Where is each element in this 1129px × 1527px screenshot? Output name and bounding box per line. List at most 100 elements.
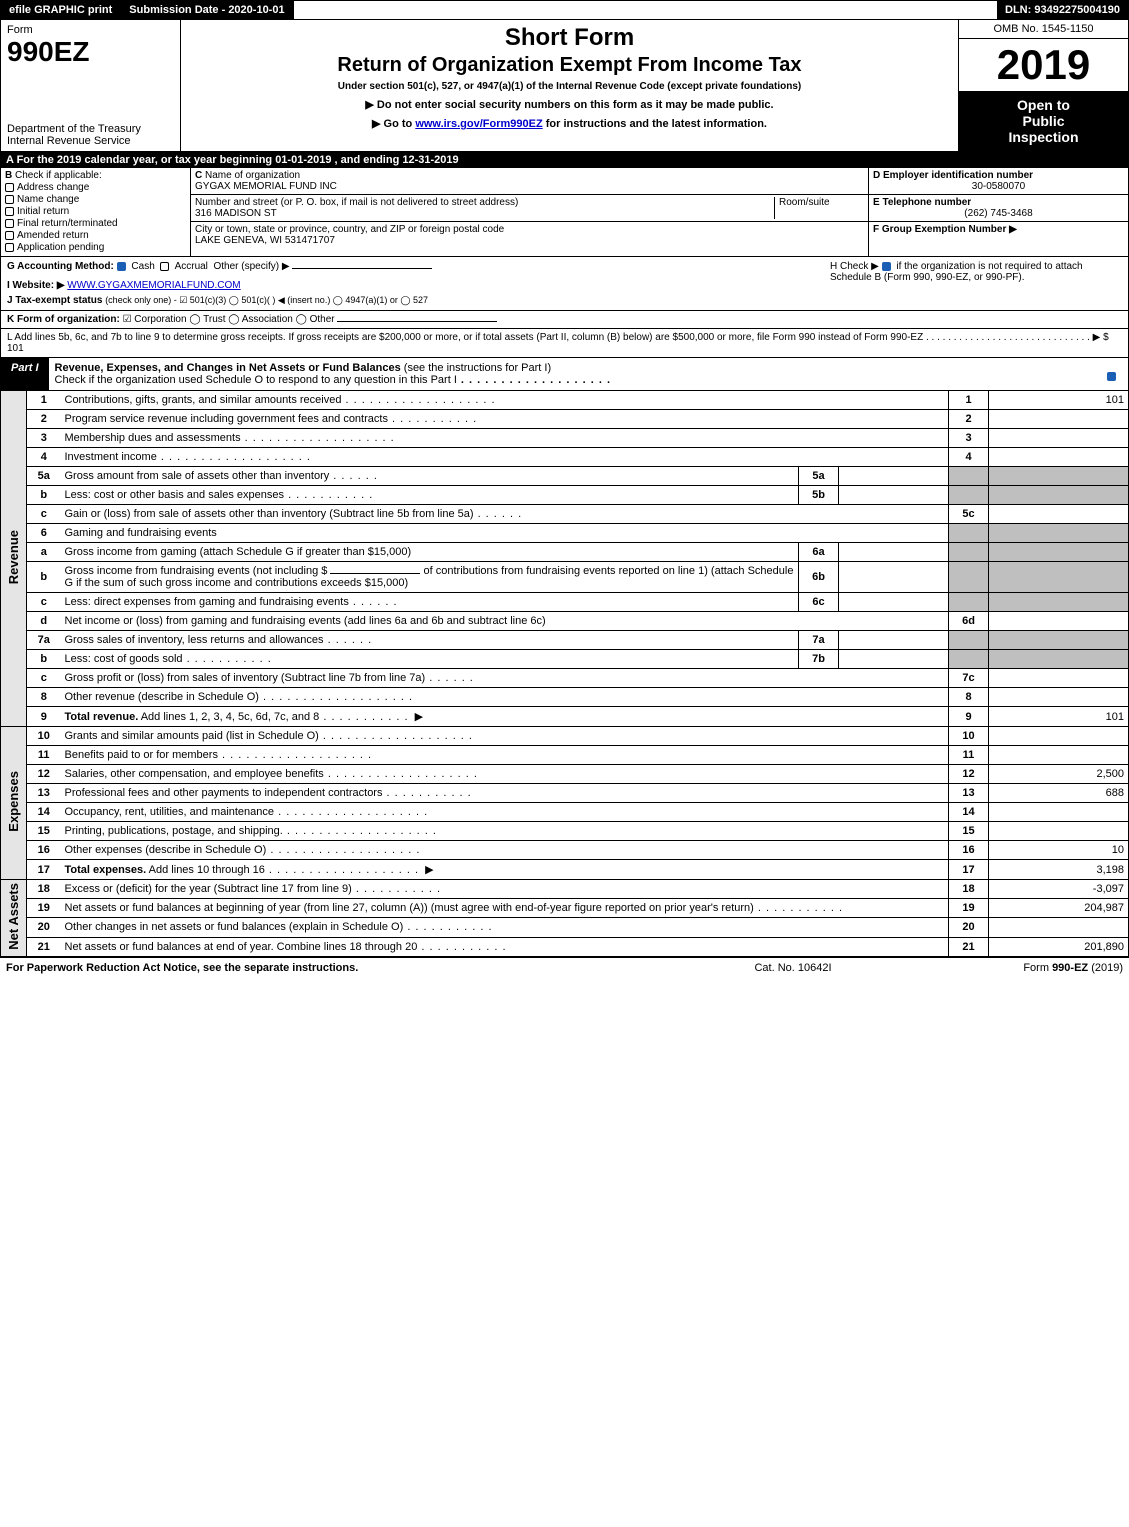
line-11-desc: Benefits paid to or for members — [65, 749, 218, 761]
line-15-col: 15 — [949, 822, 989, 841]
checkbox-final-return[interactable] — [5, 219, 14, 228]
line-14-no: 14 — [27, 803, 61, 822]
line-6d-val — [989, 612, 1129, 631]
ein: 30-0580070 — [873, 181, 1124, 192]
g-cash: Cash — [131, 261, 154, 272]
checkbox-amended-return[interactable] — [5, 231, 14, 240]
line-12-desc: Salaries, other compensation, and employ… — [65, 768, 324, 780]
line-18-val: -3,097 — [989, 880, 1129, 899]
e-label: E Telephone number — [873, 197, 971, 208]
part-1-header: Part I Revenue, Expenses, and Changes in… — [0, 358, 1129, 391]
website-link[interactable]: WWW.GYGAXMEMORIALFUND.COM — [67, 280, 240, 291]
g-label: G Accounting Method: — [7, 261, 114, 272]
expenses-side-label: Expenses — [1, 727, 27, 880]
line-16-val: 10 — [989, 841, 1129, 860]
line-12-col: 12 — [949, 765, 989, 784]
i-label: I Website: ▶ — [7, 280, 65, 291]
line-17-arrow: ▶ — [425, 864, 433, 876]
line-18-col: 18 — [949, 880, 989, 899]
part-1-subtitle: Check if the organization used Schedule … — [55, 374, 457, 386]
checkbox-initial-return[interactable] — [5, 207, 14, 216]
line-6d-desc: Net income or (loss) from gaming and fun… — [61, 612, 949, 631]
line-7a-subval — [839, 631, 949, 650]
checkbox-schedule-b-not-required[interactable] — [882, 262, 891, 271]
line-7a-no: 7a — [27, 631, 61, 650]
short-form-title: Short Form — [187, 24, 952, 52]
line-7b-desc: Less: cost of goods sold — [65, 653, 183, 665]
line-5c-no: c — [27, 505, 61, 524]
line-9-no: 9 — [27, 707, 61, 727]
checkbox-cash[interactable] — [117, 262, 126, 271]
h-pre: H Check ▶ — [830, 261, 882, 272]
line-13-val: 688 — [989, 784, 1129, 803]
line-6d-col: 6d — [949, 612, 989, 631]
line-15-no: 15 — [27, 822, 61, 841]
line-7a-shade1 — [949, 631, 989, 650]
line-21-desc: Net assets or fund balances at end of ye… — [65, 941, 418, 953]
tax-year: 2019 — [959, 39, 1128, 91]
box-b: B Check if applicable: Address change Na… — [1, 168, 191, 256]
line-6c-shade2 — [989, 593, 1129, 612]
line-15-desc: Printing, publications, postage, and shi… — [65, 825, 283, 837]
b-label: Check if applicable: — [15, 170, 102, 181]
main-title: Return of Organization Exempt From Incom… — [187, 54, 952, 77]
line-6-shade1 — [949, 524, 989, 543]
line-14-val — [989, 803, 1129, 822]
checkbox-accrual[interactable] — [160, 262, 169, 271]
line-5b-sub: 5b — [799, 486, 839, 505]
line-6b-shade1 — [949, 562, 989, 593]
goto-note: ▶ Go to www.irs.gov/Form990EZ for instru… — [187, 117, 952, 130]
opt-address-change: Address change — [17, 182, 89, 193]
line-5b-desc: Less: cost or other basis and sales expe… — [65, 489, 285, 501]
line-20-desc: Other changes in net assets or fund bala… — [65, 921, 404, 933]
l-row: L Add lines 5b, 6c, and 7b to line 9 to … — [0, 329, 1129, 358]
checkbox-schedule-o-used[interactable] — [1107, 372, 1116, 381]
line-7a-desc: Gross sales of inventory, less returns a… — [65, 634, 324, 646]
line-1-desc: Contributions, gifts, grants, and simila… — [65, 394, 342, 406]
checkbox-address-change[interactable] — [5, 183, 14, 192]
footer-form-pre: Form — [1023, 962, 1052, 974]
c-name-label: Name of organization — [205, 170, 300, 181]
d-label: D Employer identification number — [873, 170, 1033, 181]
line-3-col: 3 — [949, 429, 989, 448]
line-13-no: 13 — [27, 784, 61, 803]
line-9-col: 9 — [949, 707, 989, 727]
line-5c-desc: Gain or (loss) from sale of assets other… — [65, 508, 474, 520]
j-options: (check only one) - ☑ 501(c)(3) ◯ 501(c)(… — [105, 295, 428, 305]
line-6a-shade1 — [949, 543, 989, 562]
insp-3: Inspection — [1008, 129, 1078, 145]
line-16-no: 16 — [27, 841, 61, 860]
line-6b-no: b — [27, 562, 61, 593]
opt-name-change: Name change — [17, 194, 79, 205]
part-1-label: Part I — [1, 358, 49, 390]
line-6c-sub: 6c — [799, 593, 839, 612]
line-4-desc: Investment income — [65, 451, 157, 463]
identity-block: B Check if applicable: Address change Na… — [0, 168, 1129, 257]
k-other-input[interactable] — [337, 321, 497, 322]
insp-1: Open to — [1017, 97, 1070, 113]
checkbox-application-pending[interactable] — [5, 243, 14, 252]
line-5b-shade1 — [949, 486, 989, 505]
line-21-col: 21 — [949, 937, 989, 956]
g-other: Other (specify) ▶ — [213, 261, 289, 272]
revenue-side-label: Revenue — [1, 391, 27, 727]
line-7b-sub: 7b — [799, 650, 839, 669]
city-label: City or town, state or province, country… — [195, 224, 504, 235]
efile-print-button[interactable]: efile GRAPHIC print — [1, 1, 121, 19]
g-other-input[interactable] — [292, 268, 432, 269]
ghij-block: G Accounting Method: Cash Accrual Other … — [0, 257, 1129, 311]
netassets-side-label: Net Assets — [1, 880, 27, 957]
line-16-col: 16 — [949, 841, 989, 860]
c-letter: C — [195, 170, 202, 181]
line-5b-subval — [839, 486, 949, 505]
line-6b-amount-input[interactable] — [330, 573, 420, 574]
line-4-col: 4 — [949, 448, 989, 467]
line-6a-no: a — [27, 543, 61, 562]
irs-link[interactable]: www.irs.gov/Form990EZ — [415, 118, 542, 130]
checkbox-name-change[interactable] — [5, 195, 14, 204]
line-20-col: 20 — [949, 918, 989, 937]
dept-treasury: Department of the Treasury — [7, 123, 174, 135]
line-20-val — [989, 918, 1129, 937]
top-bar: efile GRAPHIC print Submission Date - 20… — [0, 0, 1129, 20]
page-footer: For Paperwork Reduction Act Notice, see … — [0, 957, 1129, 978]
